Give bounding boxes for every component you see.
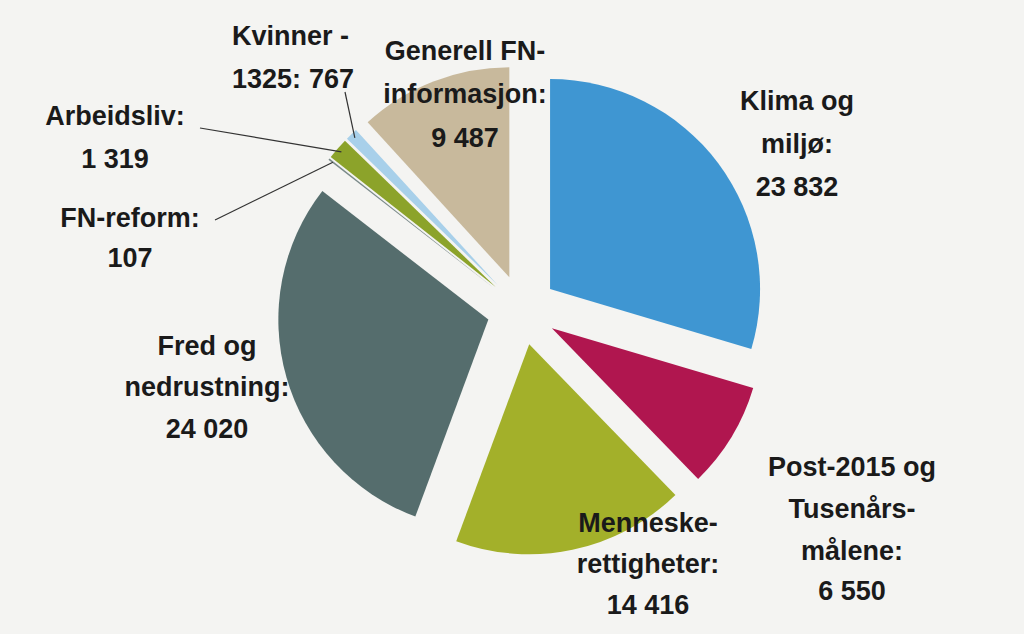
- label-line: Klima og: [740, 86, 854, 116]
- label-line: Arbeidsliv:: [45, 101, 185, 131]
- labels: Klima og miljø: 23 832 Post-2015 og Tusenårs…: [45, 21, 936, 620]
- label-line: miljø:: [761, 129, 833, 159]
- label-line: 1325:: [232, 64, 301, 94]
- slice-label: Klima og miljø:: [740, 86, 854, 159]
- label-line: målene:: [801, 536, 903, 566]
- leader-line: [200, 128, 341, 152]
- leader-line: [215, 162, 333, 220]
- label-line: FN-reform:: [60, 203, 200, 233]
- value-label: 9 487: [431, 123, 499, 153]
- label-line: Menneske-: [578, 508, 718, 538]
- label-line: rettigheter:: [577, 549, 720, 579]
- value-label: 6 550: [818, 576, 886, 606]
- chart: Klima og miljø: 23 832 Post-2015 og Tusenårs…: [0, 0, 1024, 634]
- label-line: Generell FN-: [385, 36, 546, 66]
- value-label: 24 020: [166, 414, 249, 444]
- value-label: 767: [309, 64, 354, 94]
- label-line: Kvinner -: [232, 21, 349, 51]
- leader-line: [345, 92, 355, 138]
- label-line: nedrustning:: [125, 372, 290, 402]
- label-line: informasjon:: [383, 79, 547, 109]
- slice-label: FN-reform:: [60, 203, 200, 233]
- label-line: Post-2015 og: [768, 452, 936, 482]
- value-label: 23 832: [756, 172, 839, 202]
- label-line: Tusenårs-: [788, 494, 915, 524]
- value-label: 107: [107, 243, 152, 273]
- slice: [550, 79, 760, 349]
- slice-label: Arbeidsliv:: [45, 101, 185, 131]
- background: [0, 0, 1024, 634]
- label-line: Fred og: [158, 331, 257, 361]
- slice-label: Post-2015 og Tusenårs-målene:: [768, 452, 936, 566]
- slice: [278, 191, 488, 517]
- value-label: 14 416: [607, 590, 690, 620]
- slices: [278, 67, 760, 554]
- slice-label: Menneske-rettigheter:: [577, 508, 720, 579]
- slice-label: Fred og nedrustning:: [125, 331, 290, 402]
- value-label: 1 319: [81, 144, 149, 174]
- slice-label: Generell FN-informasjon:: [383, 36, 547, 109]
